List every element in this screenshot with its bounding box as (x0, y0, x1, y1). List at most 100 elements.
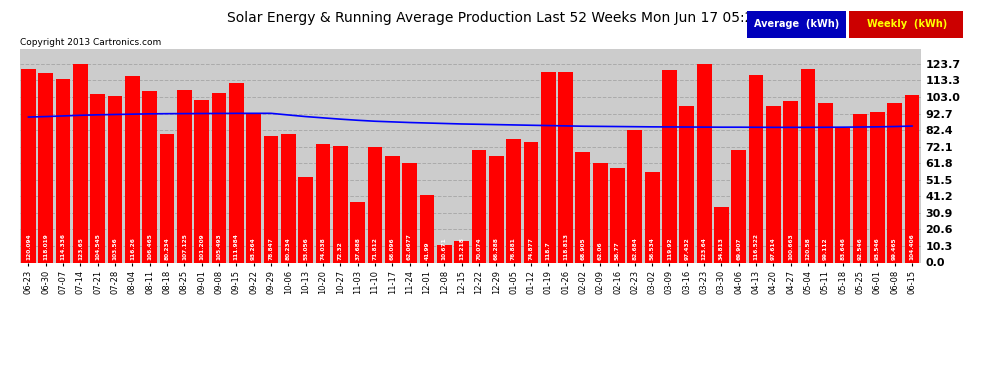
Text: 106.465: 106.465 (148, 233, 152, 260)
Bar (801, 69, 816, 262)
Bar (628, 130, 643, 262)
Bar (454, 241, 469, 262)
Text: 118.7: 118.7 (545, 242, 550, 260)
Bar (732, 150, 746, 262)
Text: 123.64: 123.64 (702, 237, 707, 260)
Bar (159, 134, 174, 262)
Bar (593, 163, 608, 262)
Bar (125, 76, 140, 262)
Bar (887, 103, 902, 262)
Bar (143, 92, 157, 262)
Text: 103.56: 103.56 (113, 237, 118, 260)
Bar (766, 106, 781, 262)
Text: 97.614: 97.614 (771, 237, 776, 260)
Bar (281, 134, 296, 262)
Text: 53.056: 53.056 (303, 237, 308, 260)
Text: 93.546: 93.546 (875, 237, 880, 260)
Text: 99.112: 99.112 (823, 237, 828, 260)
Text: 37.688: 37.688 (355, 237, 360, 260)
Text: 58.77: 58.77 (615, 242, 620, 260)
Bar (852, 114, 867, 262)
Bar (21, 69, 36, 262)
Text: 72.32: 72.32 (338, 242, 343, 260)
Text: Solar Energy & Running Average Production Last 52 Weeks Mon Jun 17 05:22: Solar Energy & Running Average Productio… (228, 11, 762, 25)
Text: 116.26: 116.26 (130, 237, 135, 260)
Text: 118.019: 118.019 (44, 233, 49, 260)
Text: 92.546: 92.546 (857, 237, 862, 260)
Bar (402, 163, 417, 262)
Bar (783, 101, 798, 262)
Text: 41.99: 41.99 (425, 242, 430, 260)
Text: 66.288: 66.288 (494, 237, 499, 260)
Bar (610, 168, 625, 262)
Text: 107.125: 107.125 (182, 233, 187, 260)
Text: 80.234: 80.234 (286, 237, 291, 260)
Text: 119.92: 119.92 (667, 237, 672, 260)
Bar (818, 103, 833, 262)
Bar (385, 156, 400, 262)
Text: 97.432: 97.432 (684, 237, 689, 260)
Text: 68.905: 68.905 (580, 237, 585, 260)
Bar (644, 172, 659, 262)
Text: 66.096: 66.096 (390, 237, 395, 260)
Bar (836, 128, 850, 262)
Text: 100.663: 100.663 (788, 233, 793, 260)
Bar (108, 96, 123, 262)
Bar (524, 142, 539, 262)
Text: 118.813: 118.813 (563, 233, 568, 260)
Bar (905, 95, 920, 262)
Text: 93.264: 93.264 (251, 237, 256, 260)
Text: 80.234: 80.234 (164, 237, 169, 260)
Text: 74.877: 74.877 (529, 237, 534, 260)
Bar (697, 64, 712, 262)
Bar (506, 139, 521, 262)
Text: 99.465: 99.465 (892, 237, 897, 260)
Bar (298, 177, 313, 262)
Bar (212, 93, 227, 262)
Bar (90, 94, 105, 262)
Bar (263, 136, 278, 262)
Bar (575, 152, 590, 262)
Bar (194, 100, 209, 262)
Text: 71.812: 71.812 (372, 237, 377, 260)
Text: 76.881: 76.881 (511, 237, 516, 260)
Text: 104.406: 104.406 (910, 233, 915, 260)
Bar (748, 75, 763, 262)
Text: 104.545: 104.545 (95, 233, 100, 260)
Bar (333, 146, 347, 262)
Bar (489, 156, 504, 262)
Text: 123.65: 123.65 (78, 237, 83, 260)
Bar (870, 112, 885, 262)
Text: 101.209: 101.209 (199, 234, 204, 260)
Bar (471, 150, 486, 262)
Bar (247, 112, 261, 262)
Bar (177, 90, 192, 262)
Text: 120.58: 120.58 (806, 237, 811, 260)
Bar (714, 207, 729, 262)
Text: Weekly  (kWh): Weekly (kWh) (866, 20, 947, 29)
Text: 56.534: 56.534 (649, 237, 654, 260)
Text: 120.094: 120.094 (26, 234, 31, 260)
Text: 82.684: 82.684 (633, 237, 638, 260)
Text: 62.0677: 62.0677 (407, 233, 412, 260)
Text: 70.074: 70.074 (476, 237, 481, 260)
Text: 78.847: 78.847 (268, 237, 273, 260)
Bar (229, 82, 244, 262)
Text: 111.984: 111.984 (234, 233, 239, 260)
Bar (367, 147, 382, 262)
Text: 13.218: 13.218 (459, 237, 464, 260)
Bar (55, 79, 70, 262)
Bar (39, 73, 53, 262)
Bar (316, 144, 331, 262)
Text: 34.813: 34.813 (719, 237, 724, 260)
Text: 116.522: 116.522 (753, 233, 758, 260)
Bar (73, 64, 88, 262)
Text: 114.336: 114.336 (60, 233, 65, 260)
Text: 10.671: 10.671 (442, 237, 446, 260)
Text: 105.493: 105.493 (217, 233, 222, 260)
Bar (420, 195, 435, 262)
Bar (558, 72, 573, 262)
Text: 69.907: 69.907 (737, 238, 742, 260)
Text: 74.038: 74.038 (321, 237, 326, 260)
Bar (350, 202, 365, 262)
